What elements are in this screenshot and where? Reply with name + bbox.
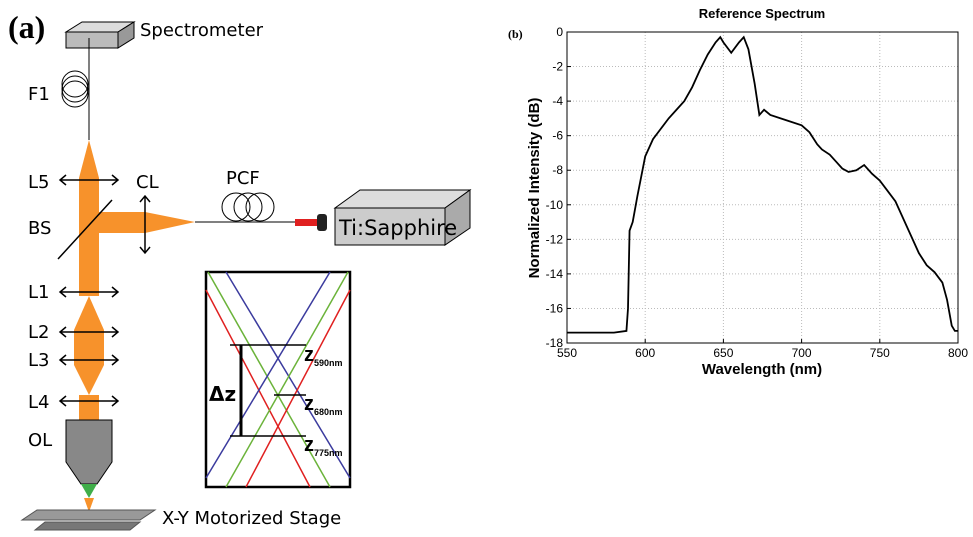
z-label: z680nm xyxy=(304,393,343,417)
focus xyxy=(81,484,97,498)
x-tick-label: 700 xyxy=(792,346,812,360)
fiber-coil xyxy=(221,192,251,222)
beam xyxy=(79,395,99,420)
fiber-coil xyxy=(61,70,89,98)
inset xyxy=(204,270,352,489)
spectrum-line xyxy=(567,35,958,334)
label: F1 xyxy=(28,84,50,105)
dispersion-lines xyxy=(205,271,351,488)
x-tick-label: 650 xyxy=(713,346,733,360)
label: Spectrometer xyxy=(140,20,264,41)
y-tick-label: -14 xyxy=(546,267,564,281)
beam xyxy=(99,212,195,233)
x-tick-label: 750 xyxy=(870,346,890,360)
label: BS xyxy=(28,218,51,239)
y-tick-label: -2 xyxy=(552,60,563,74)
fiber-coil xyxy=(61,75,89,103)
objective xyxy=(65,419,113,485)
chart-title: Reference Spectrum xyxy=(699,6,825,21)
x-tick-label: 800 xyxy=(948,346,968,360)
label: L3 xyxy=(28,350,49,371)
coupler xyxy=(295,219,317,226)
laser-side xyxy=(444,189,471,246)
label: L2 xyxy=(28,322,49,343)
label: OL xyxy=(28,430,52,451)
label: L1 xyxy=(28,282,49,303)
label: CL xyxy=(136,172,159,193)
z-label: z590nm xyxy=(304,344,343,368)
label: z xyxy=(304,344,314,366)
stage xyxy=(33,521,142,531)
y-tick-label: -10 xyxy=(546,198,564,212)
x-tick-label: 550 xyxy=(557,346,577,360)
y-axis-label: Normalized Intensity (dB) xyxy=(526,98,543,279)
chart: (b) Reference Spectrum Wavelength (nm) N… xyxy=(508,6,968,378)
spectrometer-side xyxy=(117,21,135,49)
y-tick-label: -16 xyxy=(546,301,564,315)
label: PCF xyxy=(226,168,260,189)
focus xyxy=(84,498,94,512)
label: z xyxy=(304,434,314,456)
y-tick-label: -6 xyxy=(552,129,563,143)
stage xyxy=(20,509,157,521)
y-tick-label: -8 xyxy=(552,163,563,177)
y-tick-label: -12 xyxy=(546,232,564,246)
diagram: (a) Spectrometer F1 PCF Ti:Sapphire BS L… xyxy=(8,9,472,531)
label: 775nm xyxy=(314,448,343,458)
label: 680nm xyxy=(314,407,343,417)
panel-label: (a) xyxy=(8,9,45,45)
label: L4 xyxy=(28,392,49,413)
x-axis-label: Wavelength (nm) xyxy=(702,361,822,378)
plot-frame xyxy=(566,31,959,344)
panel-label: (b) xyxy=(508,27,523,41)
y-tick-label: -4 xyxy=(552,94,563,108)
focal-lines xyxy=(230,344,306,437)
label: z xyxy=(304,393,314,415)
beam xyxy=(79,140,99,296)
beam-splitter xyxy=(57,199,113,260)
label: Ti:Sapphire xyxy=(338,216,457,240)
fiber-coil xyxy=(61,80,89,108)
lenses xyxy=(58,174,151,407)
label: L5 xyxy=(28,172,49,193)
beam xyxy=(74,296,104,395)
label: 590nm xyxy=(314,358,343,368)
y-tick-label: 0 xyxy=(556,25,563,39)
coupler xyxy=(317,214,327,231)
label: Δz xyxy=(209,382,236,406)
fiber-coil xyxy=(233,192,263,222)
fiber-coil xyxy=(245,192,275,222)
y-tick-label: -18 xyxy=(546,336,564,350)
x-tick-label: 600 xyxy=(635,346,655,360)
spectrometer-front xyxy=(65,31,119,49)
label: X-Y Motorized Stage xyxy=(162,508,341,529)
z-label: z775nm xyxy=(304,434,343,458)
